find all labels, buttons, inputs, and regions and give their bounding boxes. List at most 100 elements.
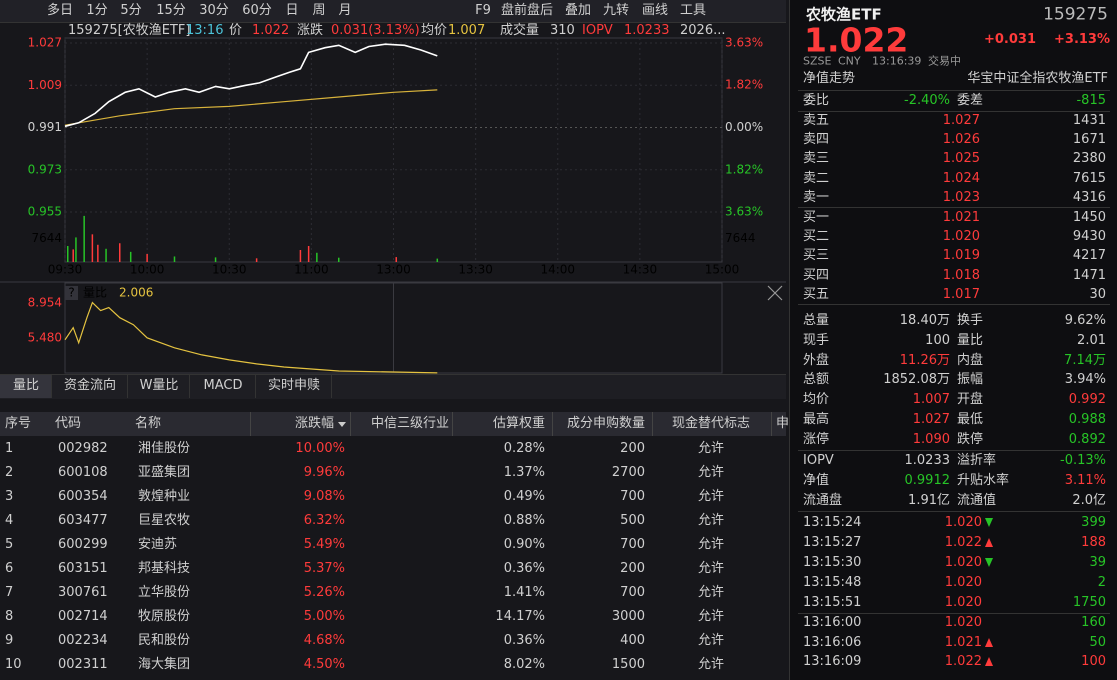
trade-price: 1.021 [944, 635, 982, 650]
trade-arrow [985, 518, 993, 527]
table-cell: 700 [620, 585, 645, 600]
label: -815 [1076, 93, 1106, 108]
security-name: 农牧渔ETF [806, 5, 882, 24]
book-volume: 7615 [1072, 170, 1106, 186]
table-cell: 4 [5, 513, 14, 528]
fund-name: 华宝中证全指农牧渔ETF [967, 71, 1108, 86]
period-button[interactable]: 30分 [199, 3, 229, 18]
quote-meta: CNY [838, 54, 861, 68]
tab[interactable] [128, 375, 190, 398]
stat-value: -0.13% [1060, 453, 1106, 468]
stat-value: 0.892 [1068, 431, 1106, 447]
column-header[interactable]: 估算权重 [492, 416, 545, 431]
line [64, 43, 438, 128]
period-button[interactable]: 5分 [120, 3, 142, 18]
table-cell: 敦煌种业 [138, 489, 191, 504]
info-item: 均价 [421, 23, 448, 38]
stat-label: 流通值 [957, 492, 997, 508]
help-label: ? [68, 286, 74, 300]
table-cell: 安迪苏 [138, 537, 178, 552]
tab-label[interactable]: 资金流向 [63, 378, 117, 393]
table-cell: 14.17% [495, 609, 545, 624]
change-pct: +3.13% [1054, 32, 1110, 47]
book-volume: 1671 [1072, 132, 1106, 148]
table-cell: 200 [620, 561, 645, 576]
book-price: 1.021 [942, 210, 980, 225]
table-cell: 0.49% [503, 489, 545, 504]
x-tick-label: 14:00 [540, 263, 575, 277]
security-code: 159275 [1043, 4, 1108, 25]
column-header[interactable]: 中信三级行业 [370, 416, 450, 431]
book-level: 卖四 [803, 132, 830, 148]
table-cell: 允许 [697, 513, 725, 528]
table-cell: 0.36% [503, 561, 545, 576]
label: -2.40% [904, 93, 950, 108]
table-cell: 亚盛集团 [138, 465, 191, 480]
period-button[interactable]: 多日 [46, 3, 74, 18]
row-separator [798, 304, 1110, 305]
table-cell: 6.32% [303, 513, 345, 528]
label: 委差 [957, 93, 984, 108]
period-button[interactable]: 月 [338, 3, 352, 18]
table-cell: 5.49% [303, 537, 345, 552]
table-cell: 海大集团 [138, 657, 191, 672]
trade-price: 1.022 [944, 535, 982, 550]
period-button[interactable]: 周 [312, 3, 326, 18]
column-header[interactable]: 代码 [55, 416, 82, 431]
column-header[interactable]: 涨跌幅 [294, 416, 334, 431]
tab-label[interactable]: 实时申赎 [267, 378, 321, 393]
stat-value: 1.007 [912, 392, 950, 408]
stat-label: 量比 [957, 332, 984, 348]
tab[interactable] [190, 375, 256, 398]
period-button[interactable]: 15分 [156, 3, 186, 18]
period-button[interactable]: 1分 [86, 3, 108, 18]
tab[interactable] [0, 375, 52, 398]
table-header [0, 412, 786, 436]
y-tick-label: 0.991 [28, 120, 62, 134]
tool-button[interactable]: 画线 [641, 3, 669, 18]
column-header[interactable]: 申 [776, 416, 790, 431]
stat-label: 内盘 [957, 352, 984, 368]
table-cell: 603151 [58, 561, 108, 576]
sort-arrow [338, 422, 346, 427]
tool-button[interactable]: 盘前盘后 [500, 3, 554, 18]
change: +0.031 [983, 32, 1036, 47]
book-price: 1.024 [942, 170, 980, 186]
column-header[interactable]: 现金替代标志 [671, 416, 751, 431]
stat-value: 2.0亿 [1072, 492, 1106, 508]
quote-meta: 交易中 [928, 54, 961, 68]
table-cell: 允许 [697, 609, 725, 624]
table-cell: 400 [620, 633, 645, 648]
tool-button[interactable]: 叠加 [564, 3, 592, 18]
last-price: 1.022 [804, 20, 909, 60]
tab-label[interactable]: 量比 [12, 378, 40, 393]
column-header[interactable]: 序号 [5, 416, 32, 431]
tool-button[interactable]: 九转 [602, 3, 630, 18]
x-tick-label: 10:00 [130, 263, 165, 277]
tab-label[interactable]: W量比 [139, 378, 179, 393]
table-cell: 0.90% [503, 537, 545, 552]
book-level: 买一 [803, 210, 830, 225]
book-volume: 30 [1089, 286, 1106, 302]
tab-label[interactable]: MACD [203, 378, 243, 393]
book-level: 卖三 [803, 151, 830, 167]
book-volume: 1431 [1072, 113, 1106, 128]
stat-value: 7.14万 [1064, 352, 1106, 368]
y2-tick-label: 3.63% [725, 36, 763, 50]
table-cell: 0.36% [503, 633, 545, 648]
nav-trend-link[interactable]: 净值走势 [803, 71, 856, 86]
tool-button[interactable]: 工具 [679, 3, 707, 18]
tab[interactable] [256, 375, 332, 398]
period-button[interactable]: 日 [285, 3, 299, 18]
column-header[interactable]: 名称 [135, 416, 162, 431]
tool-button[interactable]: F9 [475, 3, 491, 18]
tab[interactable] [52, 375, 128, 398]
row-separator [798, 90, 1110, 91]
period-button[interactable]: 60分 [242, 3, 272, 18]
stat-label: 最高 [803, 412, 830, 427]
line [64, 89, 438, 126]
column-header[interactable]: 成分申购数量 [566, 416, 645, 431]
table-cell: 1.37% [503, 465, 545, 480]
trade-volume: 1750 [1072, 595, 1106, 610]
trade-price: 1.020 [944, 595, 982, 610]
